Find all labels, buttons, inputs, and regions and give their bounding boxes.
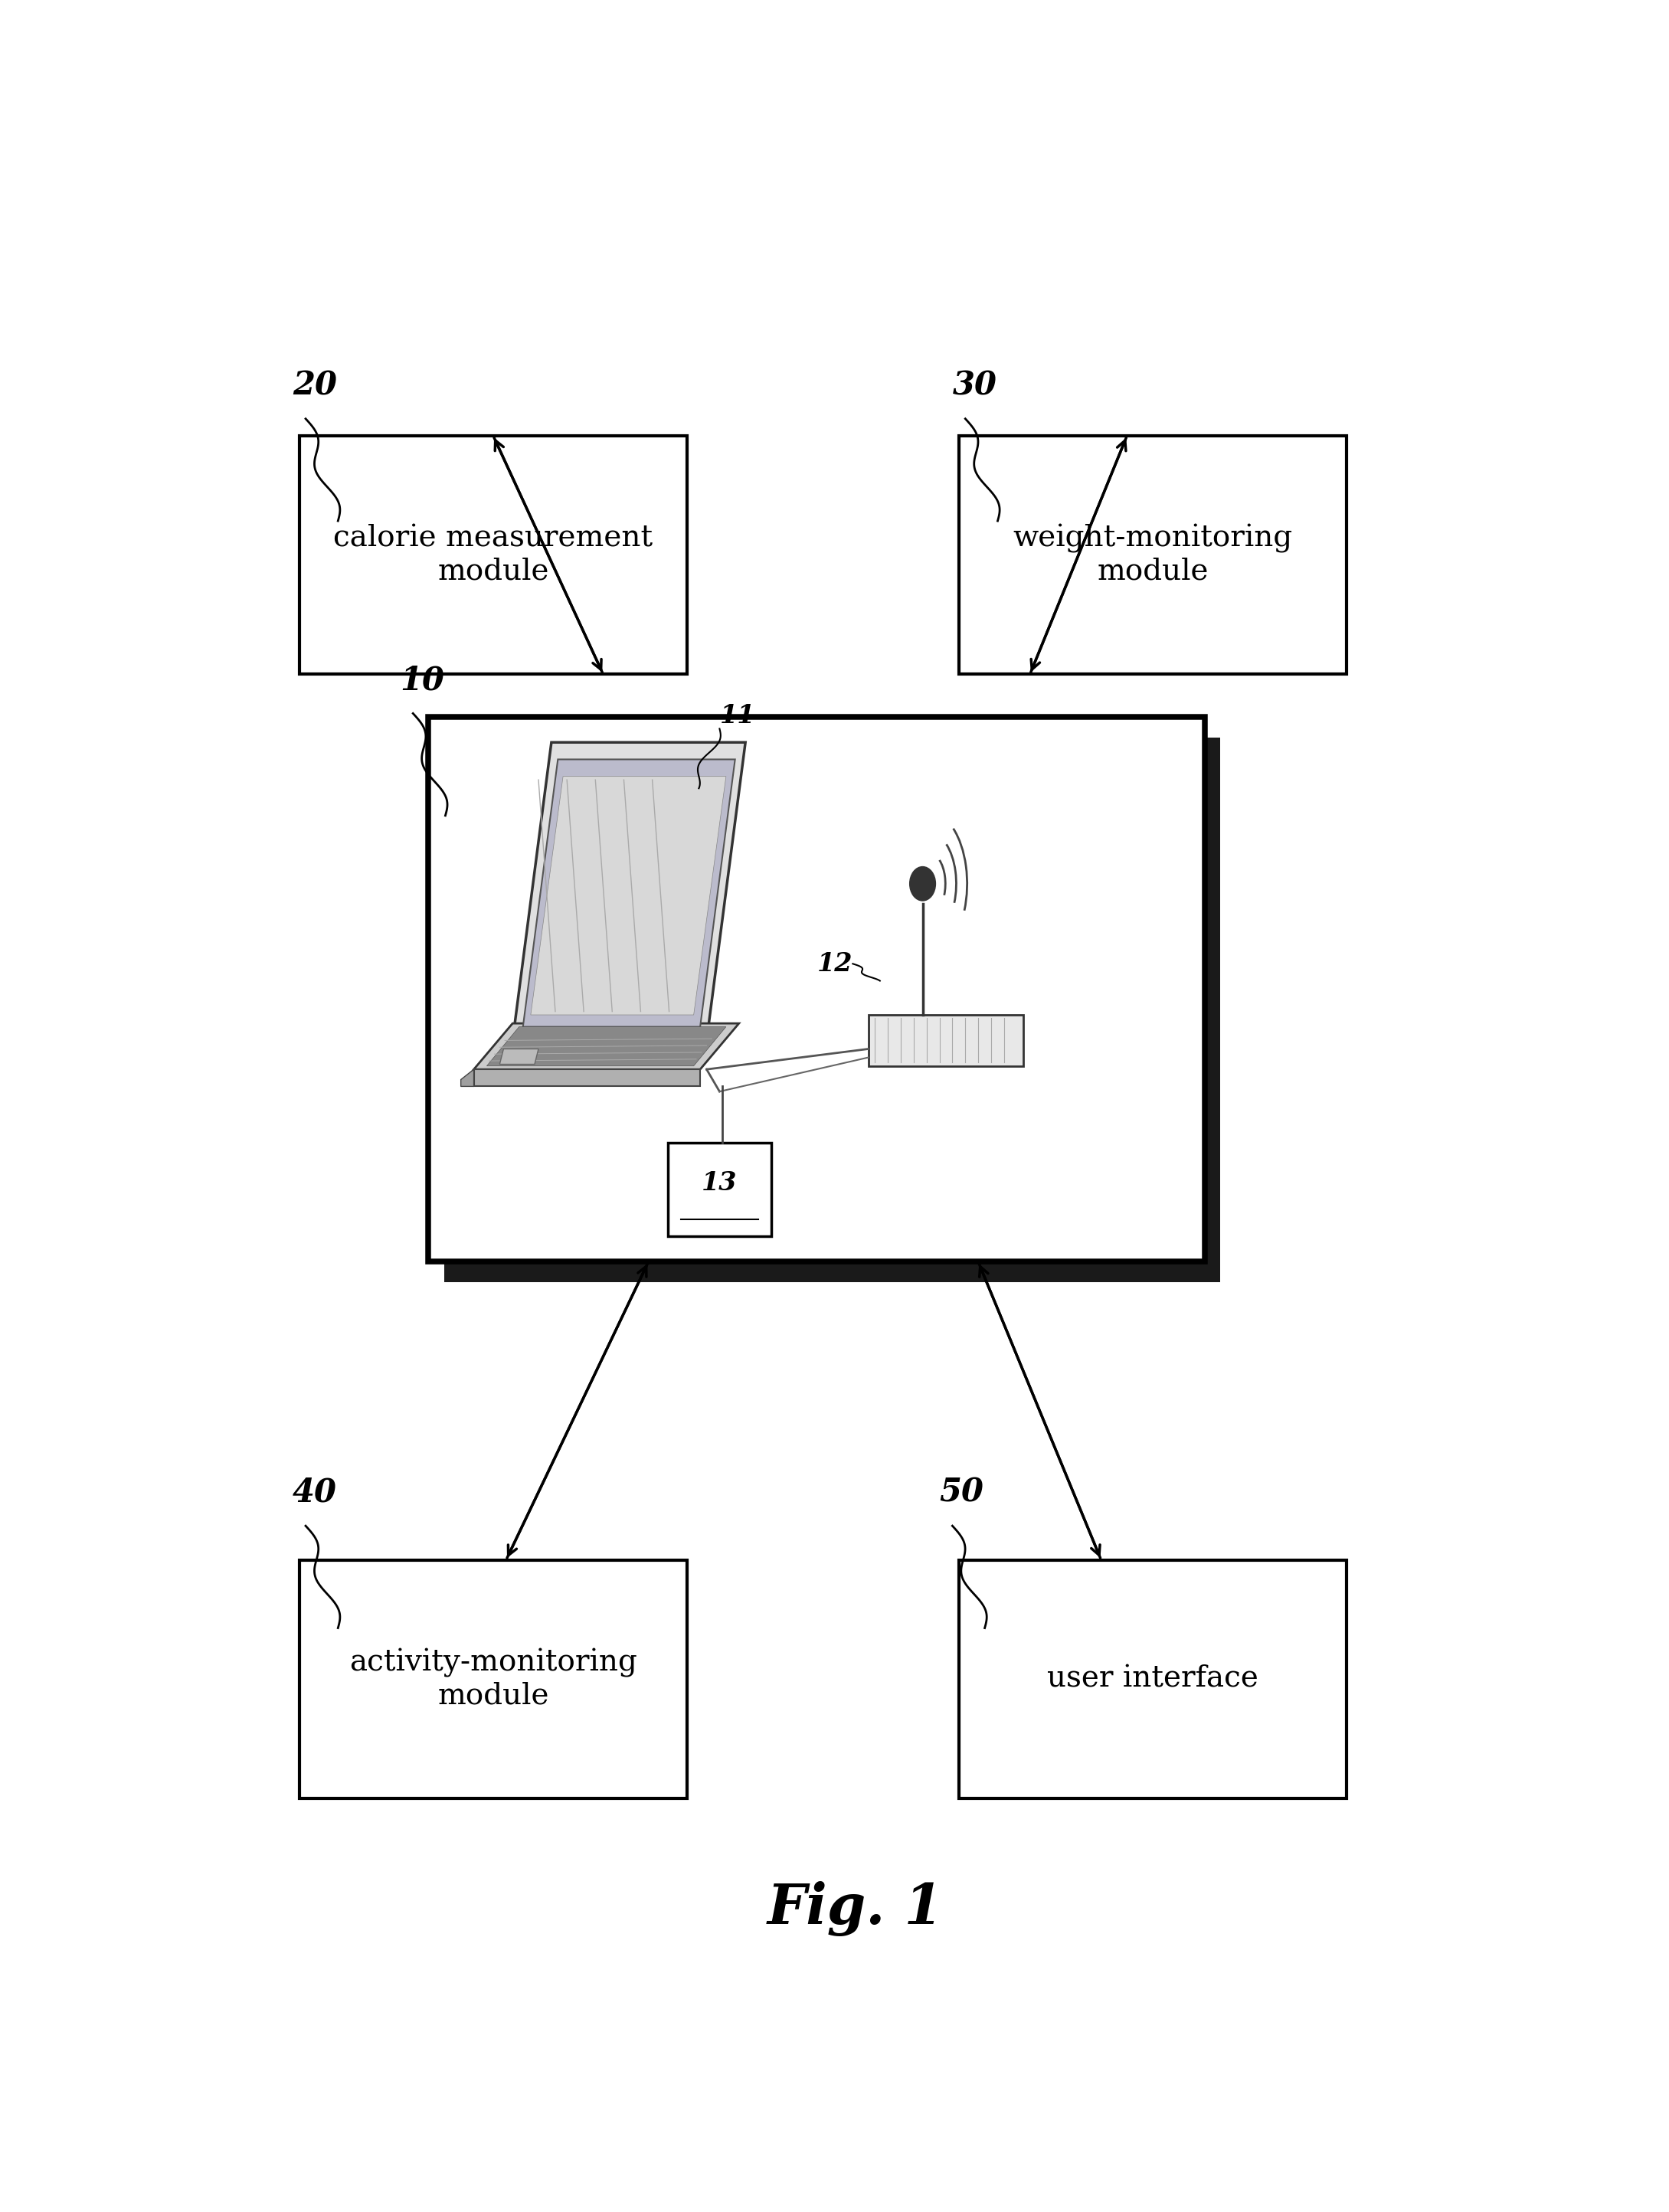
Text: 50: 50	[940, 1478, 983, 1509]
FancyBboxPatch shape	[299, 436, 688, 675]
FancyBboxPatch shape	[868, 1015, 1023, 1066]
FancyBboxPatch shape	[668, 1144, 771, 1237]
Circle shape	[910, 867, 936, 900]
Text: user interface: user interface	[1046, 1666, 1258, 1694]
Polygon shape	[531, 776, 726, 1015]
Text: activity-monitoring
module: activity-monitoring module	[349, 1648, 638, 1710]
Text: 11: 11	[719, 703, 754, 728]
Polygon shape	[461, 1068, 474, 1086]
Polygon shape	[474, 1068, 701, 1086]
Text: 40: 40	[292, 1478, 337, 1509]
FancyBboxPatch shape	[960, 1559, 1347, 1798]
Polygon shape	[474, 1024, 739, 1068]
Text: 13: 13	[701, 1170, 738, 1194]
Text: 20: 20	[292, 369, 337, 403]
Polygon shape	[487, 1026, 726, 1066]
FancyBboxPatch shape	[444, 737, 1220, 1283]
Polygon shape	[512, 743, 746, 1040]
Polygon shape	[522, 759, 734, 1026]
Text: calorie measurement
module: calorie measurement module	[334, 524, 653, 586]
Text: 10: 10	[401, 664, 444, 697]
FancyBboxPatch shape	[960, 436, 1347, 675]
Polygon shape	[499, 1048, 539, 1064]
Text: 30: 30	[953, 369, 996, 403]
Polygon shape	[512, 1029, 718, 1040]
FancyBboxPatch shape	[429, 717, 1205, 1261]
Text: Fig. 1: Fig. 1	[768, 1882, 943, 1938]
Text: 12: 12	[818, 951, 853, 975]
Text: weight-monitoring
module: weight-monitoring module	[1013, 524, 1293, 586]
FancyBboxPatch shape	[299, 1559, 688, 1798]
